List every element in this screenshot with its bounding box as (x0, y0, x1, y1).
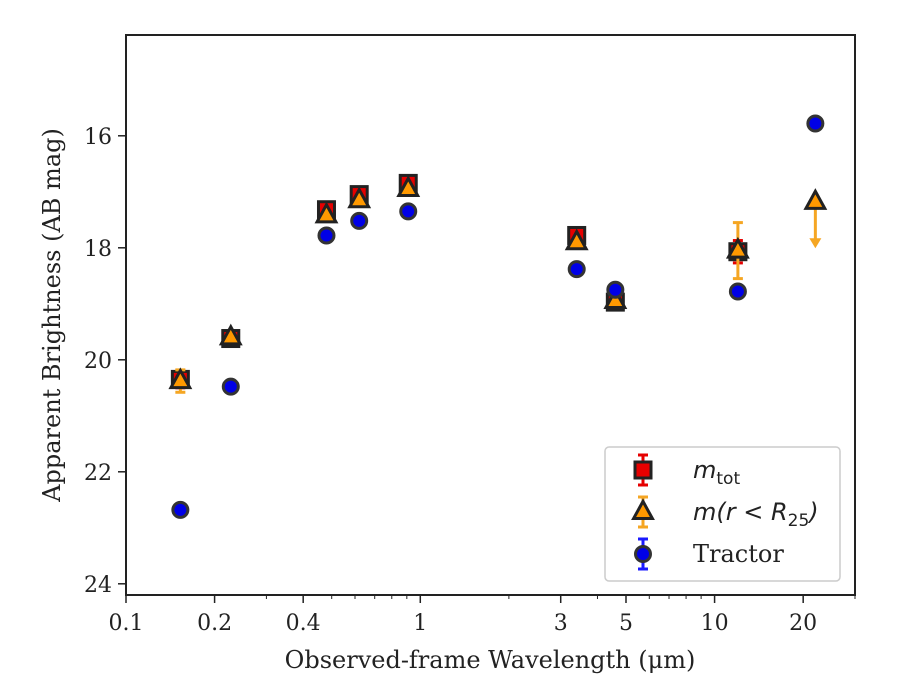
marker-triangle (347, 186, 372, 209)
marker-triangle (725, 236, 750, 259)
marker-triangle (564, 228, 589, 251)
marker-circle (806, 114, 825, 133)
marker-square (633, 460, 653, 480)
x-tick-label: 0.2 (197, 611, 232, 636)
marker-circle (399, 202, 418, 221)
x-tick-label: 20 (789, 611, 817, 636)
marker-triangle (803, 188, 828, 210)
x-tick-label: 3 (554, 611, 568, 636)
legend-label: mtot (693, 456, 740, 489)
data-point (603, 287, 628, 309)
marker-circle (567, 260, 586, 279)
y-tick-label: 18 (84, 237, 112, 262)
marker-triangle (631, 498, 655, 520)
marker-circle (221, 377, 240, 396)
data-point (347, 186, 372, 209)
data-point (221, 377, 240, 396)
y-axis-label: Apparent Brightness (AB mag) (38, 128, 66, 503)
data-point (396, 175, 421, 197)
marker-triangle (603, 287, 628, 309)
data-point (218, 323, 243, 346)
plot-frame (125, 34, 856, 596)
x-tick-label: 5 (619, 611, 633, 636)
marker-circle (634, 545, 652, 563)
x-tick-label: 10 (701, 611, 729, 636)
data-point (567, 260, 586, 279)
marker-circle (606, 280, 625, 299)
x-tick-label: 0.4 (286, 611, 321, 636)
x-tick-label: 1 (413, 611, 427, 636)
data-point (168, 367, 193, 394)
data-point (399, 202, 418, 221)
marker-triangle (314, 201, 339, 224)
upper-limit-arrowhead (809, 238, 822, 249)
legend-entry: mtot (633, 453, 740, 489)
data-point (728, 282, 747, 301)
y-tick-label: 22 (84, 461, 112, 486)
data-point (171, 500, 190, 519)
y-tick-label: 16 (84, 125, 112, 150)
data-point (806, 114, 825, 133)
data-point (564, 228, 589, 251)
legend-label: m(r < R25) (693, 498, 819, 531)
series-triangle (168, 175, 828, 394)
legend-box (604, 446, 841, 582)
y-tick-label: 20 (84, 349, 112, 374)
series-square (170, 173, 748, 390)
data-point (317, 226, 336, 245)
legend-entry: Tractor (634, 537, 784, 571)
marker-triangle (218, 323, 243, 346)
legend-label: Tractor (693, 540, 784, 568)
legend-entry: m(r < R25) (631, 495, 819, 531)
marker-circle (350, 211, 369, 230)
data-point (350, 211, 369, 230)
x-tick-label: 0.1 (109, 611, 144, 636)
legend: mtot m(r < R25) Tractor (604, 446, 841, 582)
series-circle (171, 114, 825, 519)
data-point (314, 201, 339, 224)
x-axis-label: Observed-frame Wavelength (μm) (285, 646, 696, 674)
marker-triangle (396, 175, 421, 197)
marker-circle (728, 282, 747, 301)
marker-triangle (168, 367, 193, 390)
data-point (725, 221, 750, 281)
marker-circle (317, 226, 336, 245)
marks-layer (168, 114, 828, 519)
marker-circle (171, 500, 190, 519)
data-point (803, 188, 828, 249)
y-tick-label: 24 (84, 573, 112, 598)
data-point (606, 280, 625, 299)
ticks-layer: 0.1 0.2 0.4 1 3 5 10 20 16 18 20 22 24 (84, 125, 856, 636)
